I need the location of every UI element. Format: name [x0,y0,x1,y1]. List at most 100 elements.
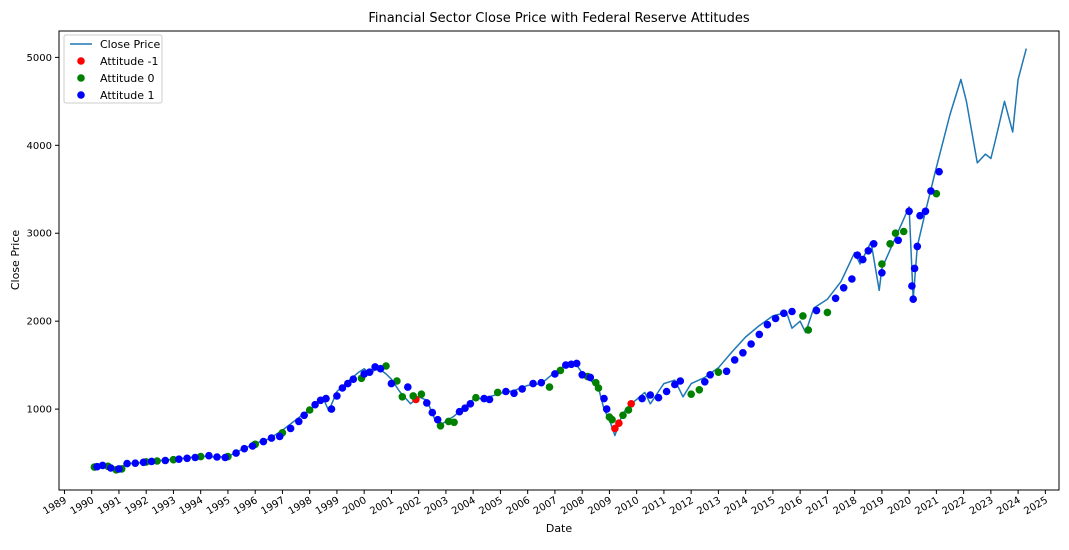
attitude-point [859,255,867,264]
x-tick-label: 1992 [123,495,151,517]
attitude-point [466,400,475,408]
x-tick-label: 2019 [859,495,887,517]
attitude-point [545,383,554,391]
attitude-point [578,371,586,379]
legend-label: Attitude -1 [100,55,159,68]
attitude-point [322,394,330,403]
attitude-point [428,408,437,417]
x-axis: 1989 1990 1991 1992 1993 1994 1995 1996 1997 1998… [41,490,1050,517]
attitude-point [259,437,268,446]
x-tick-label: 1994 [178,495,206,517]
attitude-point [722,367,731,376]
attitude-point [687,390,695,399]
attitude-point [908,282,916,290]
x-tick-label: 2004 [450,495,478,517]
x-tick-label: 2016 [777,495,805,517]
x-tick-label: 1997 [259,495,287,517]
x-tick-label: 2011 [641,495,669,517]
attitude-point [891,229,900,237]
series-1-points [412,395,635,433]
attitude-point [913,242,922,251]
attitude-point [886,240,894,248]
attitude-point [869,240,878,248]
attitude-point [624,406,633,414]
attitude-point [551,370,559,378]
attitude-point [305,406,314,414]
x-tick-label: 2001 [368,495,396,517]
attitude-point [788,307,796,316]
x-tick-label: 2002 [396,495,424,517]
attitude-point [839,284,848,292]
x-tick-label: 2017 [804,495,832,517]
attitude-point [123,459,131,468]
plot-area [58,30,1060,491]
y-tick-label: 2000 [27,317,52,328]
attitude-point [139,458,148,467]
attitude-point [927,187,935,195]
x-tick-label: 2006 [505,495,533,517]
attitude-point [611,424,619,433]
legend-dot-swatch [77,74,85,82]
attitude-point [799,312,807,320]
attitude-point [676,377,685,385]
attitude-point [240,444,249,453]
attitude-point [706,371,714,379]
x-tick-label: 1998 [287,495,315,517]
attitude-point [205,451,213,460]
legend-dot-swatch [77,91,85,99]
x-tick-label: 2012 [668,495,696,517]
x-tick-label: 2018 [832,495,860,517]
x-tick-label: 2009 [586,495,614,517]
attitude-point [899,227,908,236]
x-tick-label: 2005 [477,495,505,517]
attitude-point [232,449,240,457]
attitude-point [638,394,646,403]
attitude-point [213,453,221,461]
attitude-point [286,424,295,433]
x-tick-label: 1989 [41,495,69,517]
attitude-point [823,308,832,317]
attitude-point [387,379,396,388]
attitude-point [755,330,764,339]
x-tick-label: 2014 [723,495,751,517]
plot-frame [58,30,1060,491]
attitude-point [537,378,546,387]
attitude-point [175,455,183,464]
x-tick-label: 1999 [314,495,342,517]
attitude-point [115,465,123,473]
attitude-point [295,417,303,426]
x-tick-label: 2022 [941,495,969,517]
attitude-point [493,388,502,397]
x-tick-label: 2010 [614,495,642,517]
attitude-point [510,389,518,398]
attitude-point [327,405,336,413]
attitude-point [831,294,840,303]
attitude-point [485,395,494,404]
attitude-point [344,379,352,388]
x-tick-label: 2025 [1022,495,1050,517]
x-tick-label: 2024 [995,495,1023,517]
attitude-point [169,455,178,464]
attitude-point [161,456,170,465]
attitude-point [191,453,199,462]
attitude-point [365,368,374,377]
attitude-point [878,260,886,268]
y-axis-label: Close Price [9,230,22,291]
attitude-point [812,306,821,315]
attitude-point [529,379,537,388]
attitude-point [646,391,655,399]
attitude-point [376,364,385,373]
x-axis-label: Date [546,522,573,535]
x-tick-label: 2003 [423,495,451,517]
attitude-point [98,461,107,470]
attitude-point [404,383,412,391]
attitude-point [333,392,341,400]
attitude-point [472,393,480,402]
attitude-point [600,394,608,403]
attitude-point [608,415,616,424]
attitude-point [107,464,115,472]
attitude-point [909,295,917,304]
close-price-line [91,48,1028,471]
